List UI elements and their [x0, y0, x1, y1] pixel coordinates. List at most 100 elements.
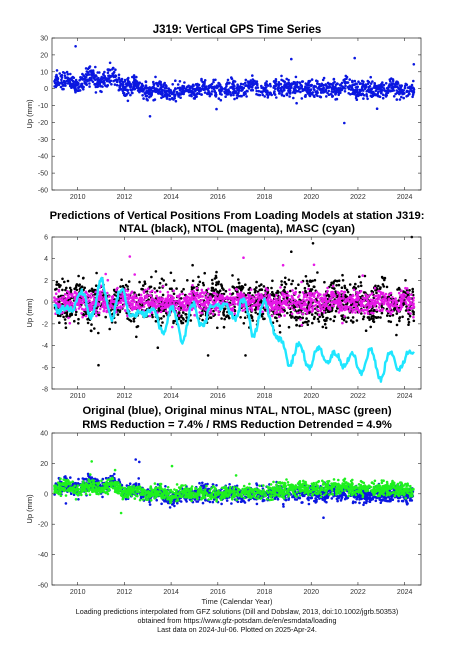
data-point [155, 289, 159, 293]
data-point [194, 95, 198, 98]
data-point [362, 309, 365, 313]
data-point [82, 308, 86, 312]
data-point [197, 283, 200, 287]
data-point [203, 85, 207, 88]
data-point [53, 85, 56, 88]
data-point [352, 308, 355, 312]
data-point [393, 307, 396, 310]
data-point [241, 309, 244, 312]
data-point [157, 81, 161, 85]
data-point [96, 85, 100, 88]
data-point [74, 86, 77, 89]
data-point [57, 289, 61, 293]
data-point [139, 297, 143, 300]
data-point [94, 91, 98, 94]
data-point [93, 82, 96, 86]
data-point [154, 319, 158, 323]
data-point [131, 302, 134, 306]
data-point [197, 86, 200, 89]
data-point [412, 312, 415, 316]
data-point [118, 80, 122, 84]
data-point [306, 282, 309, 285]
data-point [312, 317, 316, 321]
data-point [328, 297, 332, 301]
data-point [321, 315, 325, 319]
data-point [335, 279, 339, 283]
data-point [168, 92, 171, 95]
data-point [307, 502, 311, 506]
data-point [172, 292, 176, 296]
data-point [384, 295, 388, 299]
data-point [103, 300, 106, 304]
data-point [380, 88, 384, 91]
data-point [61, 288, 64, 292]
data-point [183, 81, 186, 84]
data-point [354, 305, 358, 309]
data-point [116, 286, 119, 290]
data-point [148, 95, 151, 99]
data-point [214, 92, 217, 96]
data-point [278, 91, 281, 95]
data-point [132, 306, 135, 309]
data-point [284, 276, 287, 280]
x-tick-label: 2020 [303, 393, 319, 400]
data-point [251, 74, 254, 77]
data-point [385, 92, 388, 96]
data-point [411, 306, 415, 309]
data-point [412, 315, 415, 319]
y-tick-label: -40 [38, 154, 48, 161]
series-gps [53, 45, 416, 125]
data-point [307, 308, 311, 311]
data-point [132, 77, 136, 80]
data-point [311, 321, 314, 325]
x-tick-label: 2012 [117, 393, 133, 400]
data-point [172, 289, 175, 293]
data-point [279, 86, 283, 90]
data-point [214, 299, 218, 303]
data-point [351, 88, 355, 91]
data-point [315, 93, 318, 96]
data-point [339, 89, 343, 92]
data-point [375, 85, 379, 89]
data-point [295, 318, 298, 322]
data-point [185, 298, 188, 302]
data-point [69, 72, 72, 76]
data-point [257, 293, 260, 297]
data-point [260, 288, 264, 292]
data-point [355, 319, 359, 322]
data-point [278, 300, 282, 304]
data-point [288, 92, 292, 95]
data-point [338, 306, 342, 309]
data-point [177, 295, 180, 299]
data-point [355, 293, 359, 297]
data-point [299, 304, 303, 308]
y-tick-label: -10 [38, 103, 48, 110]
data-point [70, 78, 74, 82]
data-point [398, 84, 402, 87]
data-point [226, 93, 229, 96]
data-point [362, 315, 366, 319]
data-point [387, 293, 391, 297]
data-point [395, 89, 399, 92]
data-point [317, 320, 321, 323]
data-point [81, 72, 84, 76]
data-point [88, 299, 91, 302]
data-point [390, 89, 394, 93]
data-point [81, 301, 85, 305]
data-point [77, 477, 80, 481]
data-point [225, 82, 229, 86]
data-point [212, 309, 215, 313]
data-point [290, 312, 294, 316]
data-point [94, 65, 97, 69]
data-point [61, 84, 65, 87]
data-point [366, 312, 370, 316]
data-point [282, 94, 286, 98]
data-point [321, 297, 325, 301]
data-point [84, 78, 88, 82]
data-point [135, 325, 139, 329]
data-point [160, 89, 164, 93]
data-point [156, 346, 160, 350]
data-point [111, 296, 115, 300]
data-point [210, 92, 213, 96]
data-point [95, 306, 98, 310]
